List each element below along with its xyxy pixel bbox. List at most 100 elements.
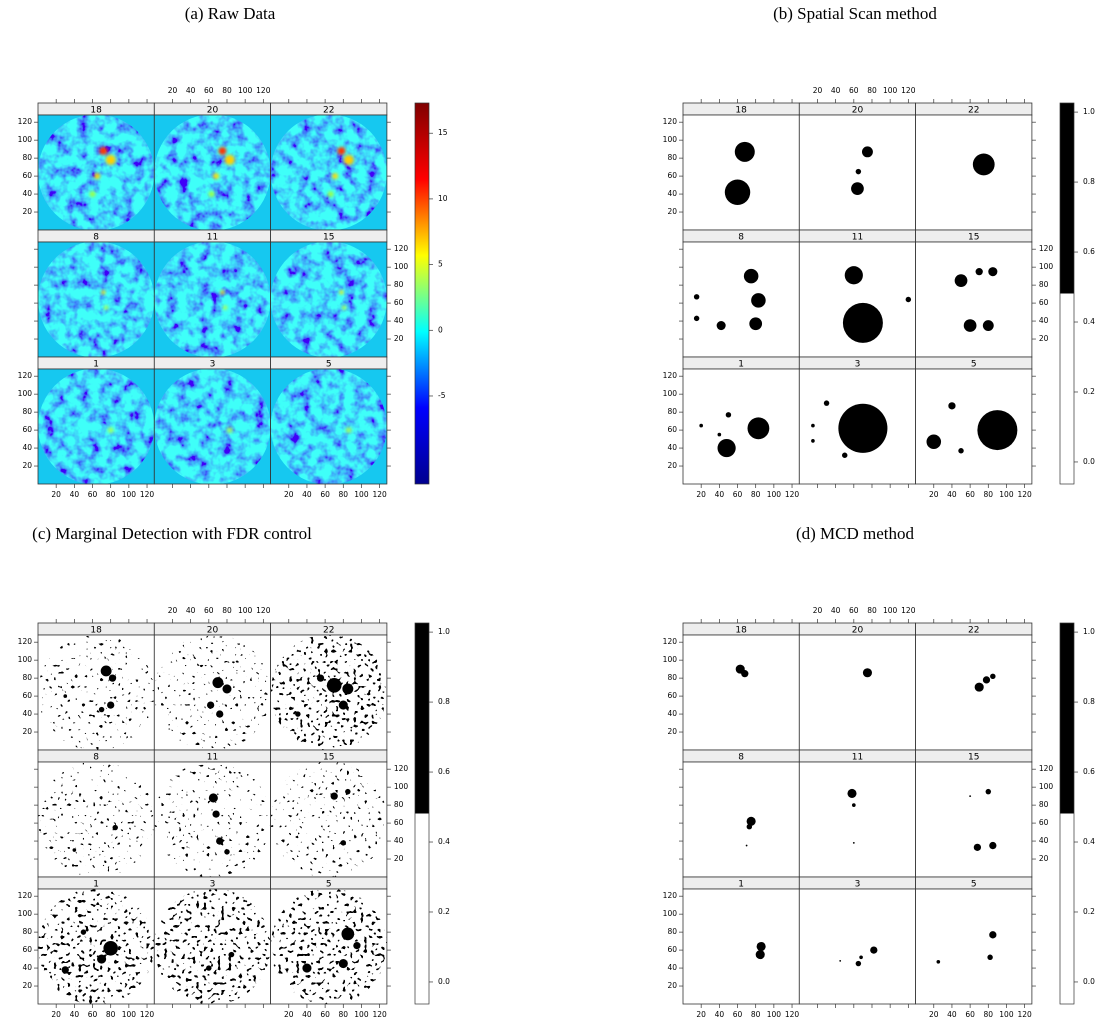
y-tick-label: 40	[667, 963, 677, 972]
y-tick-label: 20	[667, 461, 677, 470]
y-tick-label: 20	[1039, 854, 1049, 863]
y-tick-label: 80	[1039, 800, 1049, 809]
y-tick-label: 120	[663, 891, 678, 900]
blob	[212, 810, 219, 817]
y-tick-label: 20	[667, 727, 677, 736]
strip-label: 5	[326, 360, 332, 370]
x-tick-label: 20	[813, 606, 823, 615]
background	[683, 889, 799, 1004]
x-tick-label: 120	[901, 606, 916, 615]
x-tick-label: 40	[70, 490, 80, 499]
strip-label: 11	[852, 233, 863, 243]
cell-image	[271, 889, 387, 1004]
speckle	[154, 889, 270, 1004]
strip-label: 8	[93, 233, 99, 243]
cell-image	[799, 242, 915, 357]
colorbar-low	[1060, 294, 1074, 485]
blob	[81, 929, 86, 934]
y-tick-label: 100	[663, 389, 678, 398]
y-tick-label: 100	[1039, 262, 1054, 271]
x-tick-label: 80	[339, 1010, 349, 1019]
x-tick-label: 80	[984, 490, 994, 499]
blob	[852, 803, 856, 807]
blob	[725, 180, 750, 205]
speckle	[38, 635, 154, 750]
colorbar-high	[415, 623, 429, 814]
y-tick-label: 100	[18, 909, 33, 918]
y-tick-label: 20	[22, 207, 32, 216]
colorbar-tick-label: 0.8	[1083, 177, 1095, 186]
y-tick-label: 20	[22, 461, 32, 470]
blob	[717, 321, 726, 330]
cell-image	[916, 635, 1032, 750]
x-tick-label: 20	[813, 86, 823, 95]
colorbar	[415, 103, 429, 484]
blob	[99, 707, 104, 712]
noise	[271, 242, 387, 357]
x-tick-label: 120	[785, 490, 800, 499]
colorbar-tick-label: 1.0	[1083, 107, 1095, 116]
blob	[331, 793, 338, 800]
blob	[757, 942, 766, 951]
strip-label: 1	[93, 880, 99, 890]
cell-image	[683, 635, 799, 750]
colorbar-tick-label: 10	[438, 194, 448, 203]
x-tick-label: 40	[831, 86, 841, 95]
blob	[838, 404, 887, 453]
y-tick-label: 60	[667, 171, 677, 180]
x-tick-label: 80	[751, 1010, 761, 1019]
cell-image	[683, 889, 799, 1004]
blob	[983, 676, 990, 683]
blob	[222, 684, 231, 693]
hotspot	[99, 147, 107, 155]
cell-image	[683, 762, 799, 877]
x-tick-label: 20	[168, 86, 178, 95]
blob	[109, 674, 116, 681]
strip-label: 18	[90, 626, 102, 636]
blob	[747, 824, 752, 829]
cell-image	[916, 242, 1032, 357]
blob	[976, 268, 983, 275]
cell-image	[154, 242, 270, 357]
blob	[845, 266, 863, 284]
blob	[113, 825, 118, 830]
y-tick-label: 80	[667, 407, 677, 416]
strip-label: 3	[210, 360, 216, 370]
hotspot	[220, 290, 224, 294]
x-tick-label: 80	[339, 490, 349, 499]
x-tick-label: 20	[168, 606, 178, 615]
strip-label: 1	[738, 880, 744, 890]
strip-label: 3	[855, 880, 861, 890]
y-tick-label: 100	[18, 135, 33, 144]
x-tick-label: 40	[302, 490, 312, 499]
colorbar-tick-label: 0.6	[438, 767, 450, 776]
strip-label: 18	[735, 106, 747, 116]
y-tick-label: 100	[18, 389, 33, 398]
blob	[746, 845, 748, 847]
y-tick-label: 60	[22, 425, 32, 434]
strip-label: 1	[738, 360, 744, 370]
cell-image	[916, 762, 1032, 877]
panel-caption: (b) Spatial Scan method	[773, 4, 937, 23]
y-tick-label: 40	[22, 189, 32, 198]
y-tick-label: 60	[394, 818, 404, 827]
cell-image	[799, 889, 915, 1004]
blob	[856, 169, 861, 174]
y-tick-label: 100	[394, 262, 409, 271]
blob	[811, 439, 815, 443]
cell-image	[38, 242, 154, 357]
blob	[212, 677, 223, 688]
x-tick-label: 40	[715, 1010, 725, 1019]
colorbar-tick-label: 15	[438, 128, 448, 137]
x-tick-label: 40	[947, 1010, 957, 1019]
hotspot	[339, 290, 343, 294]
colorbar-tick-label: 0.8	[1083, 697, 1095, 706]
strip-label: 5	[971, 880, 977, 890]
blob	[974, 844, 981, 851]
cell-image	[271, 369, 387, 484]
hotspot	[227, 427, 233, 433]
cell-image	[38, 635, 154, 750]
blob	[341, 840, 346, 845]
blob	[209, 793, 218, 802]
